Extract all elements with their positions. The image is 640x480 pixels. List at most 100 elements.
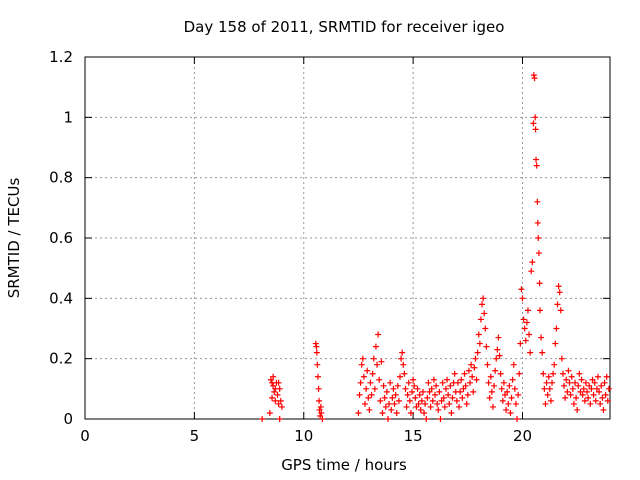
data-point [275, 400, 282, 407]
x-tick-label: 15 [404, 427, 423, 445]
data-point [506, 382, 513, 389]
data-point [541, 385, 548, 392]
data-point [576, 370, 583, 377]
data-point [530, 120, 537, 127]
data-point [561, 382, 568, 389]
data-point [399, 349, 406, 356]
y-tick-label: 1 [63, 108, 73, 126]
data-point [508, 394, 515, 401]
data-point [552, 340, 559, 347]
data-point [404, 391, 411, 398]
data-point [481, 310, 488, 317]
data-point [413, 403, 420, 410]
data-point [416, 391, 423, 398]
data-point [457, 388, 464, 395]
data-point [386, 400, 393, 407]
data-point [372, 343, 379, 350]
data-point [504, 388, 511, 395]
data-point [605, 385, 612, 392]
data-point [580, 385, 587, 392]
data-point [577, 388, 584, 395]
data-point [368, 391, 375, 398]
data-point [476, 340, 483, 347]
data-point [494, 346, 501, 353]
data-point [573, 394, 580, 401]
data-point [312, 340, 319, 347]
data-point [544, 391, 551, 398]
data-point [486, 394, 493, 401]
data-point [316, 397, 323, 404]
data-point [453, 397, 460, 404]
data-point [459, 394, 466, 401]
data-point [267, 376, 274, 383]
data-point [534, 219, 541, 226]
data-point [472, 355, 479, 362]
data-point [269, 394, 276, 401]
data-point [391, 400, 398, 407]
data-point [534, 198, 541, 205]
data-point [521, 325, 528, 332]
y-tick-label: 0.2 [49, 350, 73, 368]
data-point [533, 162, 540, 169]
data-point [558, 355, 565, 362]
data-point [376, 376, 383, 383]
data-point [527, 349, 534, 356]
data-point [464, 391, 471, 398]
x-axis-label: GPS time / hours [281, 456, 407, 474]
data-point [460, 385, 467, 392]
data-point [529, 259, 536, 266]
x-tick-label: 5 [190, 427, 200, 445]
data-point [410, 376, 417, 383]
data-point [394, 382, 401, 389]
data-point [581, 397, 588, 404]
data-point [317, 412, 324, 419]
data-point [316, 406, 323, 413]
data-point [315, 385, 322, 392]
data-point [540, 370, 547, 377]
data-point [318, 409, 325, 416]
data-point [395, 397, 402, 404]
data-point [572, 379, 578, 386]
data-point [463, 400, 470, 407]
data-point [575, 382, 582, 389]
data-point [510, 361, 517, 368]
data-point [557, 307, 564, 314]
data-point [592, 397, 599, 404]
data-point [598, 382, 605, 389]
data-point [363, 385, 370, 392]
data-point [369, 370, 376, 377]
data-point [427, 403, 434, 410]
data-point [398, 355, 405, 362]
data-point [456, 403, 463, 410]
data-point [359, 355, 366, 362]
data-point [276, 416, 283, 422]
data-point [411, 382, 418, 389]
data-point [424, 394, 431, 401]
data-point [454, 379, 461, 386]
data-point [509, 376, 516, 383]
data-point [523, 319, 530, 326]
data-point [538, 334, 545, 341]
data-point [438, 397, 445, 404]
data-point [266, 409, 273, 416]
data-point [374, 361, 381, 368]
data-point [584, 388, 591, 395]
data-point [434, 400, 441, 407]
data-point [517, 340, 524, 347]
data-point [554, 301, 561, 308]
data-point [553, 325, 560, 332]
data-point [600, 406, 607, 413]
data-point [547, 397, 554, 404]
data-point [381, 394, 388, 401]
y-axis-label: SRMTID / TECUs [5, 178, 23, 299]
data-point [593, 385, 600, 392]
data-point [543, 379, 550, 386]
data-point [429, 397, 436, 404]
data-point [357, 379, 364, 386]
data-point [493, 355, 500, 362]
data-point [274, 391, 281, 398]
data-point [497, 370, 504, 377]
data-point [390, 385, 397, 392]
data-point [587, 400, 594, 407]
